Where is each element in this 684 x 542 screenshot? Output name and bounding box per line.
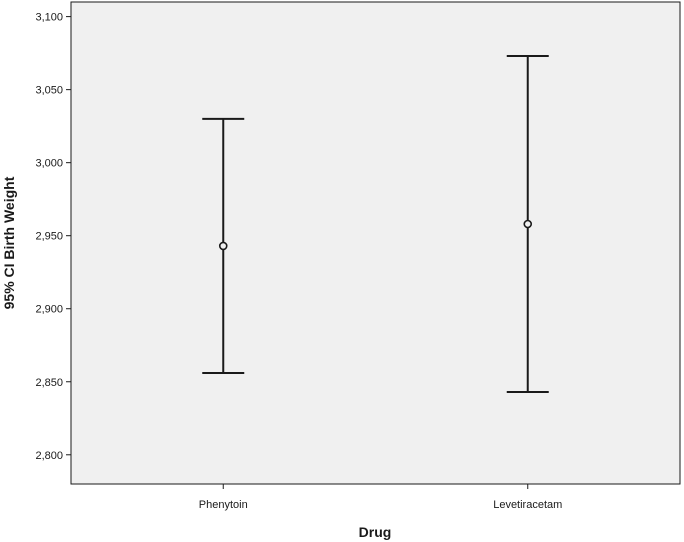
mean-point [218,241,228,251]
y-axis: 2,800 2,850 2,900 2,950 3,000 3,050 3,100 [35,12,71,462]
plot-area [70,1,681,485]
error-bars [202,55,549,393]
x-tick-label: Levetiracetam [493,499,562,511]
y-tick-label: 2,850 [35,377,63,389]
x-tick-label: Phenytoin [199,499,248,511]
y-tick-label: 2,950 [35,231,63,243]
y-tick-label: 2,900 [35,304,63,316]
mean-point [523,219,533,229]
x-axis-title: Drug [359,524,392,540]
y-tick-label: 3,100 [35,12,63,24]
y-axis-title: 95% CI Birth Weight [1,176,17,309]
x-axis: Phenytoin Levetiracetam [199,484,562,511]
y-tick-label: 3,000 [35,158,63,170]
y-tick-label: 3,050 [35,85,63,97]
y-tick-label: 2,800 [35,450,63,462]
